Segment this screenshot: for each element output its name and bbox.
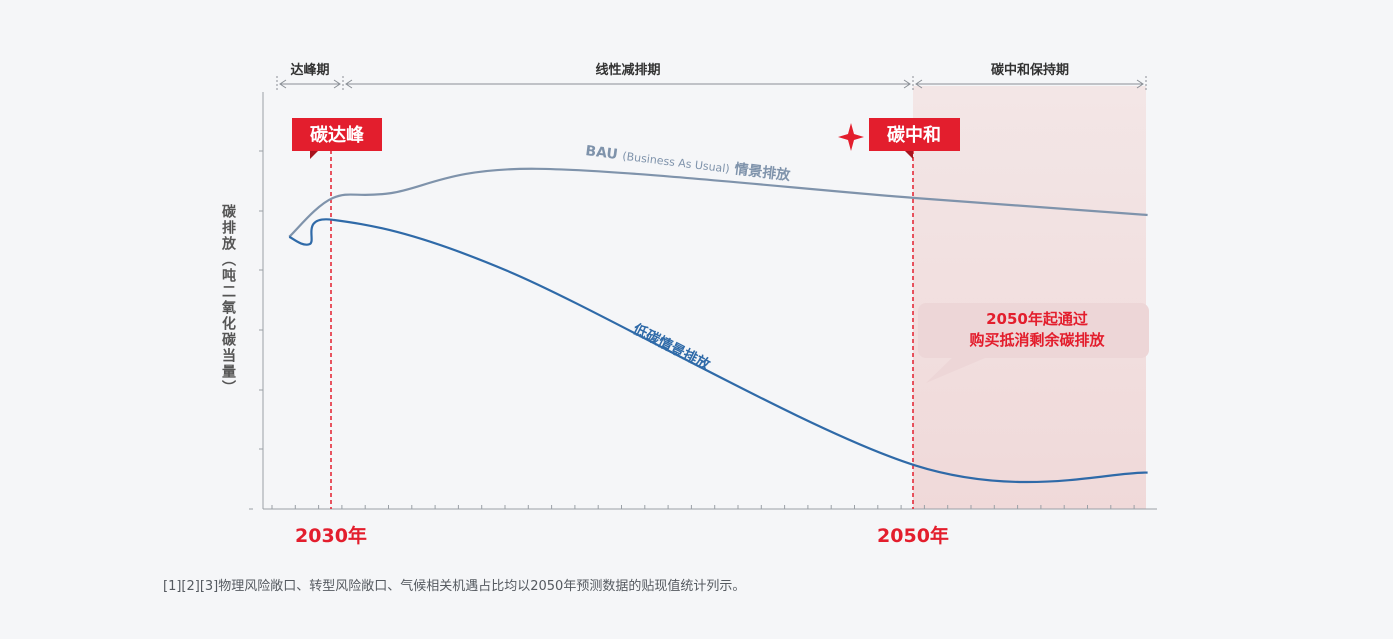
x-tick-label-2050: 2050年 [877,524,949,547]
x-axis [263,505,1157,510]
peak-badge-label: 碳达峰 [310,124,365,146]
annotation-line-2: 购买抵消剩余碳排放 [969,331,1105,349]
series-line-low-carbon [288,218,1148,484]
footnote: [1][2][3]物理风险敞口、转型风险敞口、气候相关机遇占比均以2050年预测… [163,579,746,594]
phase-label-neutral: 碳中和保持期 [991,62,1069,78]
star-icon [838,123,864,151]
peak-badge: 碳达峰 [292,118,382,159]
phase-label-peak: 达峰期 [290,62,329,78]
bau-label-prefix: BAU [585,143,619,163]
y-axis [249,92,264,510]
x-tick-label-2030: 2030年 [295,524,367,547]
y-axis-label: 碳排放（吨二氧化碳当量） [220,203,237,396]
phase-label-linear: 线性减排期 [595,62,660,78]
bau-label-suffix: (Business As Usual) [622,150,731,176]
series-line-bau [288,167,1148,238]
series-label-low-carbon: 低碳情景排放 [629,320,713,374]
phase-bar [276,76,1147,92]
neutral-badge: 碳中和 [869,118,960,159]
bau-label-cn: 情景排放 [733,160,792,184]
annotation-callout: 2050年起通过 购买抵消剩余碳排放 [918,303,1149,383]
neutral-badge-label: 碳中和 [887,124,941,146]
annotation-line-1: 2050年起通过 [986,310,1088,328]
carbon-neutral-region [913,86,1146,509]
